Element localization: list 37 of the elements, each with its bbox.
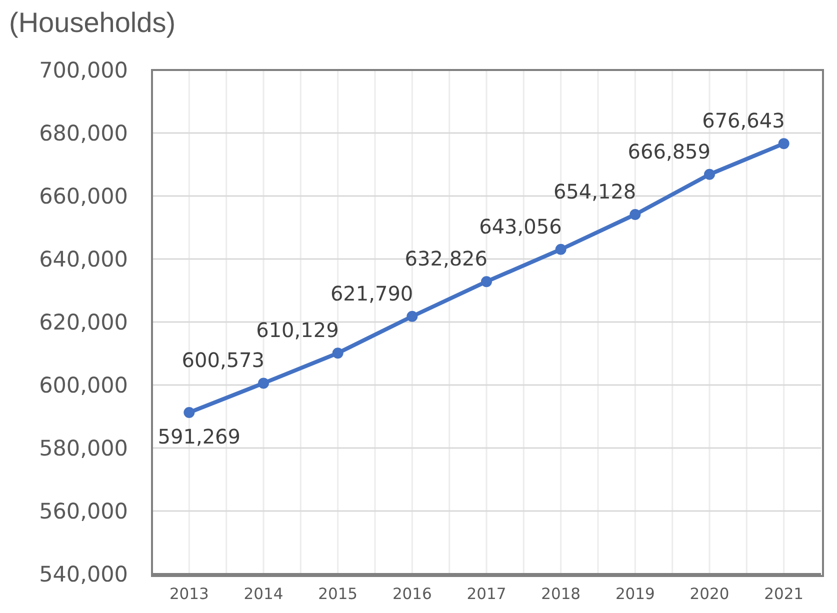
y-tick-label: 560,000 <box>39 500 128 525</box>
point <box>184 407 195 418</box>
y-tick-label: 620,000 <box>39 310 128 336</box>
data-label: 654,128 <box>553 179 636 204</box>
data-label: 643,056 <box>479 214 562 238</box>
y-tick-label: 700,000 <box>39 58 128 84</box>
y-tick-label: 580,000 <box>39 436 128 462</box>
point <box>406 310 418 322</box>
point <box>555 244 566 255</box>
point <box>630 208 641 220</box>
x-tick-label: 2013 <box>169 585 209 604</box>
data-label: 610,129 <box>256 318 339 342</box>
y-tick-label: 600,000 <box>39 374 128 399</box>
point <box>778 138 790 150</box>
x-tick-label: 2018 <box>541 585 581 604</box>
data-label: 666,859 <box>628 139 710 164</box>
x-tick-label: 2019 <box>615 585 655 604</box>
x-tick-label: 2015 <box>318 585 358 604</box>
x-tick-label: 2016 <box>392 585 432 604</box>
data-label: 621,790 <box>330 281 414 306</box>
y-tick-label: 640,000 <box>39 248 128 273</box>
x-tick-label: 2014 <box>244 585 284 604</box>
point <box>332 348 344 359</box>
data-label: 600,573 <box>182 348 264 372</box>
x-tick-label: 2021 <box>764 585 804 604</box>
x-tick-label: 2020 <box>690 585 730 604</box>
y-tick-label: 660,000 <box>39 184 128 210</box>
data-label: 676,643 <box>702 108 785 133</box>
x-tick-label: 2017 <box>466 585 506 604</box>
y-tick-label: 540,000 <box>39 562 128 588</box>
data-label: 591,269 <box>158 424 241 449</box>
y-axis-title: (Households) <box>9 6 176 40</box>
point <box>481 276 492 288</box>
data-label: 632,826 <box>404 246 488 271</box>
point <box>258 378 269 389</box>
point <box>704 168 715 180</box>
y-tick-label: 680,000 <box>39 122 128 147</box>
